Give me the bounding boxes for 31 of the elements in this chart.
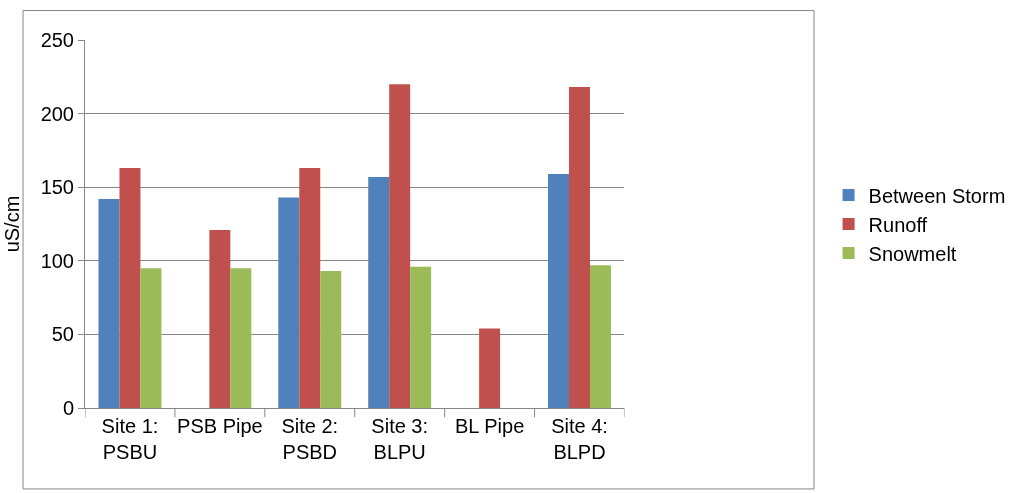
- y-tick-label: 50: [51, 323, 74, 346]
- y-tick-label: 250: [40, 29, 74, 51]
- y-tick-label: 200: [40, 102, 74, 125]
- bar: [569, 87, 590, 408]
- y-tick-label: 100: [40, 249, 74, 272]
- x-tick-label: Site 1: PSBU: [101, 415, 159, 463]
- bar: [548, 173, 570, 408]
- x-tick-label: Site 2: PSBD: [281, 415, 339, 463]
- legend-label: Snowmelt: [868, 242, 957, 265]
- legend-label: Between Storm: [868, 184, 1006, 207]
- bar: [410, 266, 432, 408]
- bar: [479, 328, 501, 408]
- y-tick-label: 150: [40, 176, 74, 199]
- x-tick-label: Site 3: BLPU: [371, 415, 429, 463]
- bar: [209, 229, 231, 408]
- bar: [320, 271, 342, 408]
- y-axis-title: uS/cm: [1, 195, 24, 253]
- y-tick-label: 0: [62, 397, 74, 419]
- bar: [368, 176, 390, 408]
- bar: [389, 84, 411, 408]
- legend-label: Runoff: [868, 213, 928, 236]
- bar: [230, 268, 252, 408]
- bar: [589, 265, 611, 408]
- bar: [98, 198, 120, 408]
- bar: [140, 268, 162, 408]
- x-tick-label: PSB Pipe: [177, 415, 263, 437]
- x-tick-label: BL Pipe: [454, 415, 525, 437]
- bar: [119, 168, 141, 408]
- bar: [299, 168, 321, 408]
- x-tick-label: Site 4: BLPD: [551, 415, 608, 463]
- bar: [278, 197, 300, 408]
